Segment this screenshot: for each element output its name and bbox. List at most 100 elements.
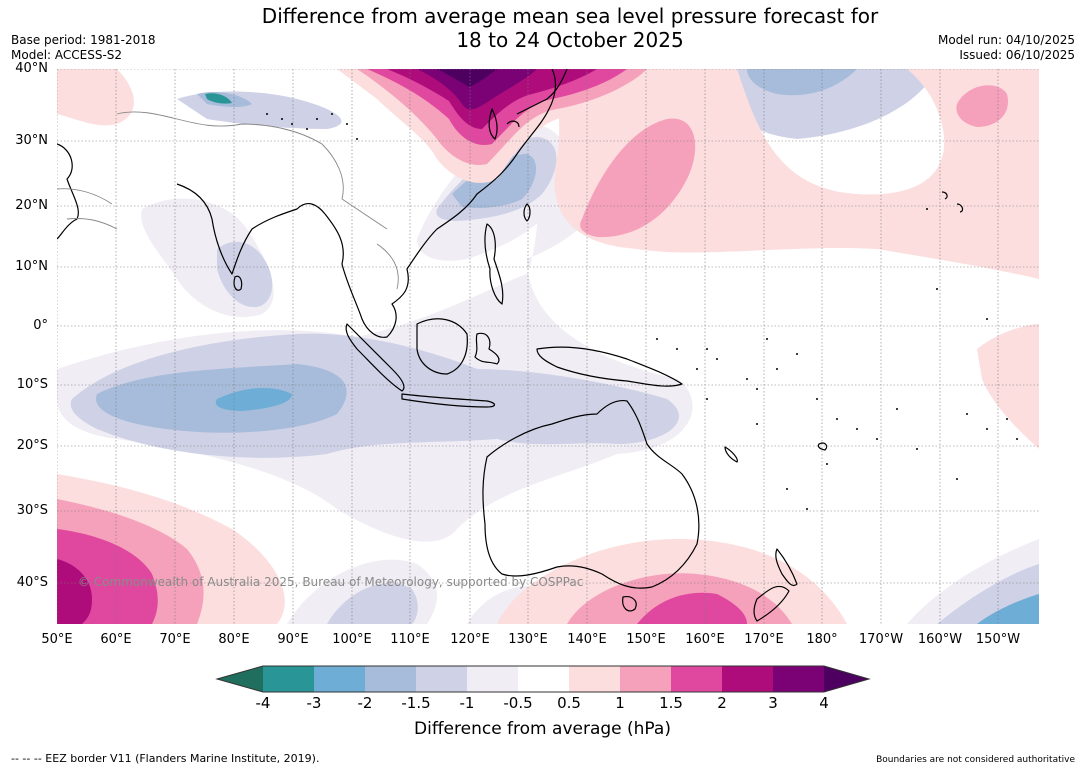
positive-field-3: [956, 85, 1008, 127]
island-speck: [696, 368, 698, 370]
lon-label-160w: 160°W: [917, 632, 963, 647]
lat-label-20s: 20°S: [16, 438, 48, 453]
colorbar-tick-11: 3: [768, 694, 778, 712]
colorbar-tick-7: 0.5: [557, 694, 581, 712]
negative-field-14: [747, 69, 857, 96]
lon-label-60e: 60°E: [100, 632, 132, 647]
colorbar-swatch-9: [671, 666, 722, 692]
island-speck: [281, 118, 283, 120]
island-speck: [716, 358, 718, 360]
colorbar-outline: [215, 665, 871, 693]
island-speck: [966, 413, 968, 415]
coast-philippines: [484, 223, 504, 305]
lon-label-170e: 170°E: [744, 632, 784, 647]
pressure-anomaly-map: [57, 69, 1039, 624]
island-speck: [936, 288, 938, 290]
colorbar: [215, 665, 871, 693]
island-speck: [956, 478, 958, 480]
lon-label-70e: 70°E: [159, 632, 191, 647]
positive-field-12: [637, 592, 747, 624]
island-speck: [656, 338, 658, 340]
coast-fiji: [817, 442, 828, 451]
island-speck: [986, 428, 988, 430]
island-speck: [306, 128, 308, 130]
coast-sumatra: [345, 323, 405, 392]
island-speck: [986, 318, 988, 320]
border-west-asia: [57, 188, 118, 230]
island-speck: [676, 348, 678, 350]
island-speck: [1016, 438, 1018, 440]
lat-label-30s: 30°S: [16, 503, 48, 518]
colorbar-tick-10: 2: [717, 694, 727, 712]
colorbar-tick-5: -1: [459, 694, 475, 712]
colorbar-tick-8: 1: [615, 694, 625, 712]
negative-field-17: [977, 594, 1039, 624]
coast-tasmania: [622, 596, 637, 612]
map-canvas: [57, 69, 1039, 624]
coast-asia-west: [57, 143, 79, 240]
island-speck: [316, 118, 318, 120]
colorbar-swatch-6: [518, 666, 569, 692]
colorbar-swatch-4: [416, 666, 467, 692]
lon-label-160e: 160°E: [685, 632, 725, 647]
island-speck: [806, 508, 808, 510]
meta-right: Model run: 04/10/2025 Issued: 06/10/2025: [938, 33, 1075, 63]
colorbar-swatch-1: [263, 666, 314, 692]
model-name: Model: ACCESS-S2: [11, 48, 123, 62]
island-specks: [266, 113, 1018, 510]
lon-label-50e: 50°E: [41, 632, 73, 647]
lat-label-40n: 40°N: [15, 61, 48, 76]
lon-label-80e: 80°E: [218, 632, 250, 647]
coast-india: [176, 183, 326, 275]
colorbar-tick-2: -3: [306, 694, 322, 712]
negative-field-6: [217, 241, 273, 308]
colorbar-swatch-5: [467, 666, 518, 692]
coast-java: [401, 393, 496, 408]
border-southeast-asia: [341, 198, 399, 290]
colorbar-swatch-11: [773, 666, 824, 692]
eez-legend: -- -- -- EEZ border V11 (Flanders Marine…: [11, 752, 320, 765]
island-speck: [756, 388, 758, 390]
lon-label-90e: 90°E: [277, 632, 309, 647]
island-speck: [766, 338, 768, 340]
island-speck: [706, 398, 708, 400]
lon-label-170w: 170°W: [858, 632, 904, 647]
lon-label-150w: 150°W: [975, 632, 1021, 647]
lat-label-equator: 0°: [33, 318, 48, 333]
colorbar-tick-3: -2: [357, 694, 373, 712]
island-speck: [776, 368, 778, 370]
island-speck: [796, 353, 798, 355]
island-speck: [836, 418, 838, 420]
graticule: [57, 69, 1039, 624]
copyright-notice: © Commonwealth of Australia 2025, Bureau…: [78, 575, 584, 589]
coast-new-zealand-north: [775, 548, 798, 587]
coast-australia: [482, 399, 700, 589]
island-speck: [746, 378, 748, 380]
coast-new-zealand-south: [753, 585, 790, 622]
positive-field-4: [977, 324, 1039, 449]
issued-date: Issued: 06/10/2025: [959, 48, 1075, 62]
island-speck: [816, 398, 818, 400]
lat-label-10n: 10°N: [15, 259, 48, 274]
coast-new-caledonia: [724, 446, 738, 463]
colorbar-tick-6: -0.5: [503, 694, 533, 712]
lat-label-10s: 10°S: [16, 377, 48, 392]
island-speck: [1006, 418, 1008, 420]
lat-label-20n: 20°N: [15, 198, 48, 213]
negative-field-19: [327, 583, 418, 624]
base-period: Base period: 1981-2018: [11, 33, 156, 47]
colorbar-tick-9: 1.5: [659, 694, 683, 712]
island-speck: [786, 488, 788, 490]
boundaries-disclaimer: Boundaries are not considered authoritat…: [876, 755, 1075, 765]
island-speck: [706, 348, 708, 350]
coast-taiwan: [523, 203, 531, 222]
island-speck: [291, 123, 293, 125]
lon-label-130e: 130°E: [508, 632, 548, 647]
positive-field-17: [417, 69, 537, 110]
colorbar-swatch-7: [569, 666, 620, 692]
negative-field-5: [215, 387, 292, 411]
anomaly-fields: [57, 69, 1039, 624]
lat-label-30n: 30°N: [15, 133, 48, 148]
coast-new-guinea: [536, 346, 683, 387]
colorbar-tick-12: 4: [819, 694, 829, 712]
